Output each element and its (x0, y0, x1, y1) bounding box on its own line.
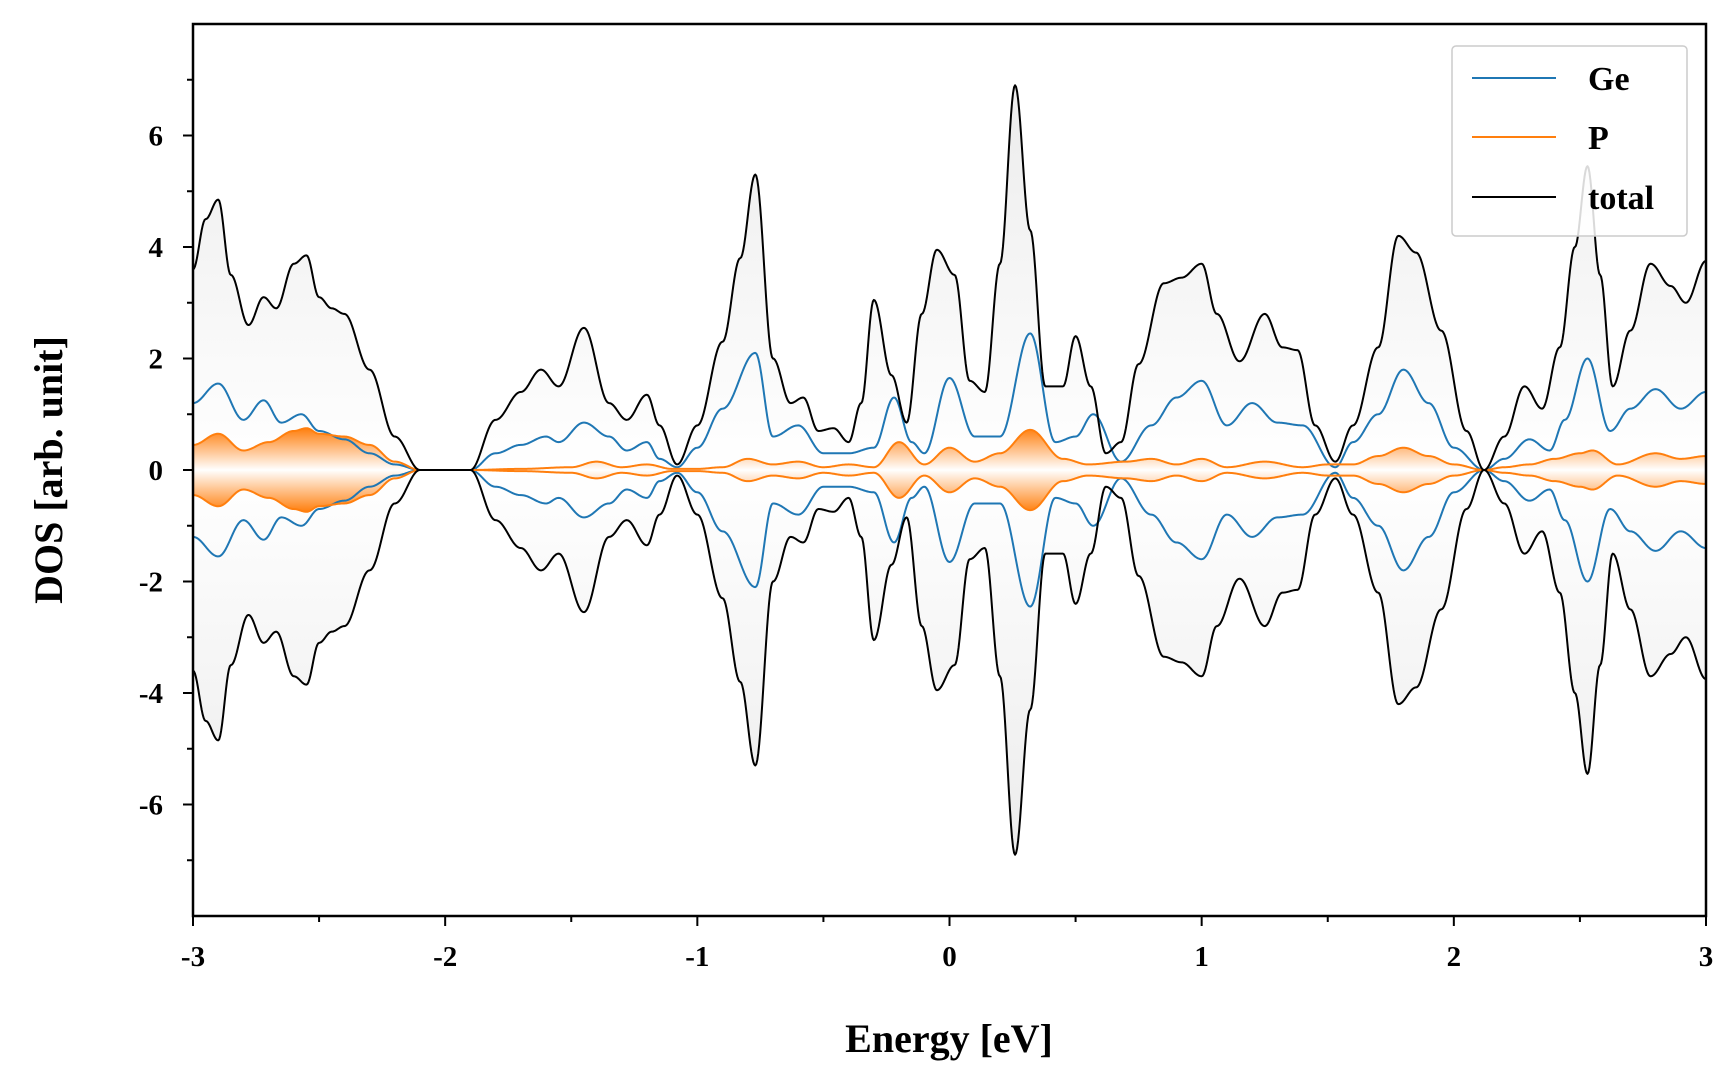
y-tick-label: -2 (139, 567, 163, 599)
y-tick-label: -6 (139, 790, 163, 822)
legend-label-ge: Ge (1588, 61, 1630, 98)
x-tick-label: -1 (685, 941, 709, 973)
plot-frame (191, 22, 1708, 918)
area-fills (193, 85, 1706, 855)
y-tick-label: 6 (149, 121, 164, 153)
legend: Ge P total (1451, 45, 1688, 237)
x-tick-label: 1 (1194, 941, 1209, 973)
y-tick-label: 4 (149, 232, 164, 264)
x-tick-label: 2 (1447, 941, 1462, 973)
y-axis-label: DOS [arb. unit] (26, 336, 71, 604)
y-tick-label: 2 (149, 344, 164, 376)
y-tick-label: -4 (139, 678, 163, 710)
x-axis-label: Energy [eV] (845, 1016, 1053, 1061)
axis-tick-labels: -3 -2 -1 0 1 2 3 -6 -4 -2 0 2 4 6 (139, 121, 1713, 974)
x-tick-label: 0 (942, 941, 957, 973)
x-tick-label: -2 (433, 941, 457, 973)
x-tick-label: 3 (1699, 941, 1714, 973)
y-tick-label: 0 (149, 455, 164, 487)
legend-box (1451, 45, 1688, 237)
area-fill-p (193, 428, 1706, 512)
x-tick-label: -3 (181, 941, 205, 973)
series-lines (193, 84, 1706, 856)
legend-label-p: P (1588, 120, 1609, 157)
legend-label-total: total (1588, 180, 1654, 217)
series-line-total-negative (193, 469, 1706, 856)
